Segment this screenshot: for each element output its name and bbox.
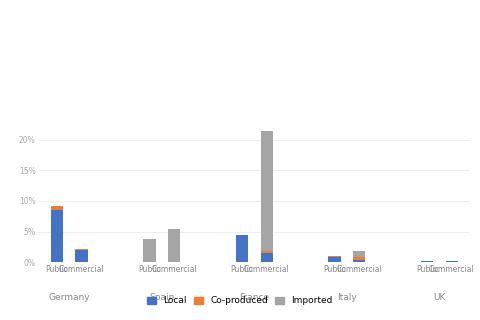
Bar [236,235,248,262]
Bar [75,250,88,262]
Bar [168,228,180,262]
Text: France: France [240,293,269,302]
Text: UK: UK [433,293,446,302]
Bar [261,131,273,251]
Text: Germany: Germany [48,293,90,302]
Legend: Local, Co-produced, Imported: Local, Co-produced, Imported [144,293,336,309]
Bar [353,258,365,260]
Bar [261,253,273,262]
Bar [261,251,273,253]
Bar [328,256,341,258]
Bar [353,260,365,262]
Text: Italy: Italy [337,293,357,302]
Bar [421,260,433,262]
Bar [328,258,341,262]
Text: Spain: Spain [149,293,175,302]
Bar [353,251,365,258]
Bar [51,210,63,262]
Bar [51,206,63,210]
Bar [144,239,156,262]
Bar [446,260,458,262]
